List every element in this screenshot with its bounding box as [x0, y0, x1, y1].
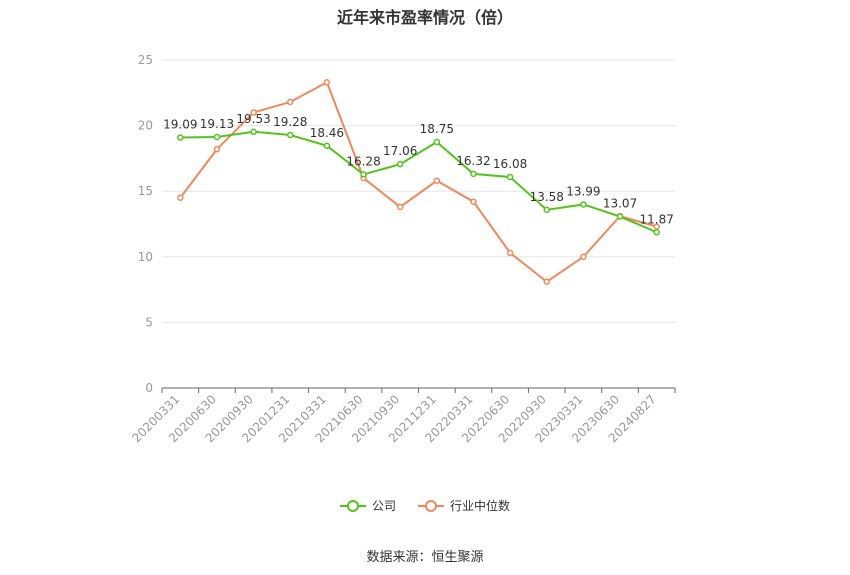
data-label: 13.58	[530, 190, 564, 204]
y-tick-label: 15	[138, 184, 153, 198]
chart-title: 近年来市盈率情况（倍）	[336, 8, 513, 27]
data-point-1	[213, 145, 221, 153]
data-point-1	[543, 278, 550, 285]
data-point-0	[470, 170, 477, 178]
data-label: 19.13	[200, 117, 234, 131]
data-label: 18.46	[310, 126, 344, 140]
data-point-0	[543, 206, 550, 214]
legend-label-company: 公司	[371, 499, 396, 513]
legend-item-company[interactable]: 公司	[339, 497, 396, 514]
y-tick-label: 10	[138, 250, 153, 264]
data-label: 13.99	[566, 184, 600, 198]
legend-item-industry-median[interactable]: 行业中位数	[418, 497, 510, 514]
data-point-0	[323, 142, 331, 150]
y-tick-label: 25	[138, 53, 153, 67]
chart-legend: 公司 行业中位数	[0, 497, 850, 514]
legend-company-marker-icon	[339, 499, 366, 512]
data-point-0	[177, 134, 184, 141]
pe-ratio-chart: 0510152025202003312020063020200930202012…	[129, 53, 676, 445]
data-label: 16.28	[346, 154, 380, 168]
data-point-0	[250, 128, 257, 136]
y-tick-label: 5	[145, 315, 153, 329]
data-point-1	[396, 203, 404, 211]
data-point-0	[287, 131, 294, 139]
data-label: 19.09	[163, 118, 197, 132]
data-point-0	[653, 229, 660, 236]
data-point-1	[433, 177, 441, 184]
data-source-note: 数据来源：恒生聚源	[366, 550, 484, 565]
data-point-0	[506, 173, 514, 181]
data-label: 17.06	[383, 144, 417, 158]
data-label: 16.08	[493, 157, 527, 171]
data-point-0	[616, 213, 624, 220]
legend-industry-marker-icon	[418, 499, 444, 512]
data-label: 19.53	[236, 112, 270, 126]
data-label: 11.87	[639, 212, 673, 226]
data-point-1	[506, 249, 514, 257]
data-point-1	[580, 253, 587, 261]
data-point-0	[433, 138, 441, 146]
series-line-0	[180, 130, 658, 234]
data-point-1	[470, 198, 477, 205]
data-point-0	[213, 133, 221, 141]
data-point-0	[360, 171, 367, 178]
y-tick-label: 20	[138, 119, 153, 133]
series-line-1	[179, 80, 657, 283]
data-label: 13.07	[603, 197, 637, 211]
y-tick-label: 0	[145, 381, 153, 395]
data-point-1	[177, 194, 184, 202]
data-point-1	[287, 98, 294, 106]
data-point-1	[250, 109, 257, 116]
data-point-0	[580, 201, 587, 208]
data-label: 16.32	[456, 154, 490, 168]
data-label: 18.75	[420, 122, 454, 136]
data-point-1	[323, 79, 331, 86]
data-label: 19.28	[273, 115, 307, 129]
legend-label-industry-median: 行业中位数	[450, 499, 511, 513]
data-point-0	[396, 160, 404, 168]
